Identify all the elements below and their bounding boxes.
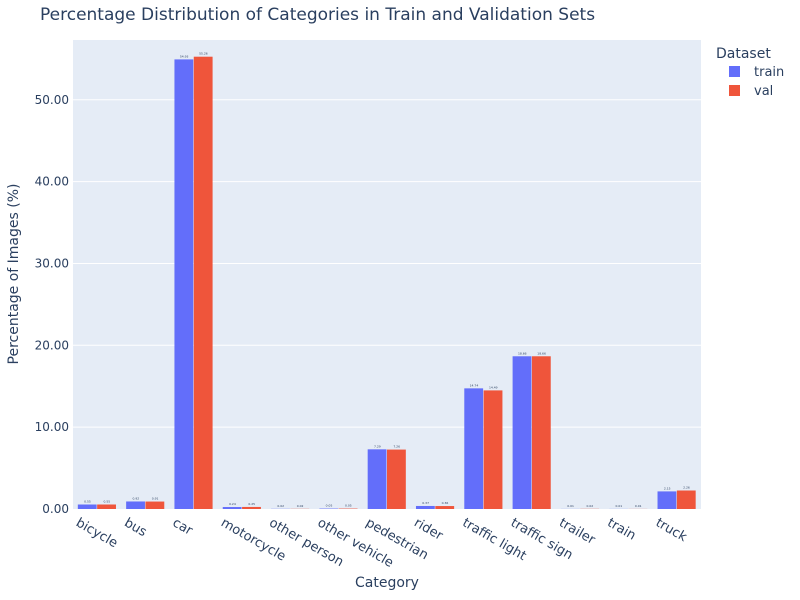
y-tick-label: 50.00: [35, 93, 69, 107]
x-tick-label: car: [170, 515, 196, 539]
bar-value-label: 0.01: [616, 504, 623, 508]
bar-val-motorcycle: [242, 506, 261, 509]
bar-value-label: 0.05: [326, 504, 333, 508]
x-tick-label: bus: [121, 515, 149, 540]
legend-swatch-val: [729, 85, 740, 96]
y-tick-label: 40.00: [35, 175, 69, 189]
bar-val-car: [193, 56, 213, 509]
bar-value-label: 0.01: [635, 504, 642, 508]
bar-value-label: 0.01: [567, 504, 574, 508]
bar-val-truck: [676, 490, 696, 509]
bar-value-label: 0.36: [442, 501, 449, 505]
bar-value-label: 14.74: [470, 383, 479, 387]
bar-value-label: 0.92: [132, 496, 139, 500]
x-tick-label: truck: [653, 515, 690, 545]
x-axis-title: Category: [355, 575, 419, 591]
y-tick-labels: 0.00 10.00 20.00 30.00 40.00 50.00: [35, 93, 69, 516]
bar-val-bicycle: [97, 504, 116, 509]
bar-value-label: 55.26: [199, 52, 208, 56]
bar-train-traffic-light: [464, 388, 484, 509]
legend-title: Dataset: [716, 46, 771, 62]
bar-value-label: 14.49: [489, 385, 498, 389]
bar-value-label: 2.26: [683, 486, 690, 490]
legend-items: train val: [729, 65, 784, 99]
bar-val-pedestrian: [387, 449, 406, 509]
bar-val-traffic-sign: [531, 356, 551, 509]
y-tick-label: 30.00: [35, 256, 69, 270]
bar-value-label: 0.25: [248, 502, 255, 506]
bar-value-label: 2.15: [664, 486, 671, 490]
y-axis-title: Percentage of Images (%): [6, 184, 22, 365]
bar-value-label: 0.55: [103, 500, 110, 504]
bar-value-label: 0.55: [84, 500, 91, 504]
bar-value-label: 0.91: [152, 497, 159, 501]
bar-train-rider: [415, 505, 435, 509]
bar-value-label: 7.29: [374, 444, 381, 448]
bar-value-label: 54.93: [180, 54, 189, 58]
bar-value-label: 0.02: [297, 504, 304, 508]
y-tick-label: 0.00: [42, 502, 69, 516]
bar-val-traffic-light: [483, 390, 503, 509]
bar-train-truck: [657, 491, 677, 509]
bar-train-pedestrian: [367, 449, 387, 509]
bars-group: [77, 56, 696, 510]
bar-train-car: [174, 59, 194, 510]
plot-area: [73, 40, 701, 509]
bar-val-bus: [145, 501, 165, 509]
x-tick-label: rider: [411, 515, 446, 544]
bar-train-motorcycle: [222, 507, 242, 509]
bar-val-rider: [435, 506, 455, 509]
chart-title: Percentage Distribution of Categories in…: [40, 5, 595, 25]
bar-value-label: 0.02: [277, 504, 284, 508]
bar-value-label: 0.24: [229, 502, 236, 506]
bar-value-label: 0.37: [422, 501, 429, 505]
legend-label-val: val: [754, 84, 773, 99]
bar-value-label: 7.26: [393, 445, 400, 449]
bar-train-traffic-sign: [512, 356, 532, 509]
bar-value-label: 0.05: [345, 504, 352, 508]
bar-value-label: 18.66: [537, 351, 546, 355]
bar-train-bicycle: [77, 504, 97, 509]
legend-swatch-train: [729, 66, 740, 77]
x-tick-label: bicycle: [73, 515, 120, 551]
y-tick-label: 20.00: [35, 338, 69, 352]
bar-value-label: 0.02: [587, 504, 594, 508]
data-labels-group: 0.55 0.55 0.92 0.91 54.93 55.26 0.24 0.25 0.02 0.…: [84, 52, 690, 508]
bar-train-bus: [126, 501, 145, 509]
bar-value-label: 18.66: [518, 351, 527, 355]
legend: Dataset train val: [716, 46, 784, 99]
y-tick-label: 10.00: [35, 420, 69, 434]
x-tick-label: train: [605, 515, 639, 543]
legend-label-train: train: [754, 65, 784, 80]
